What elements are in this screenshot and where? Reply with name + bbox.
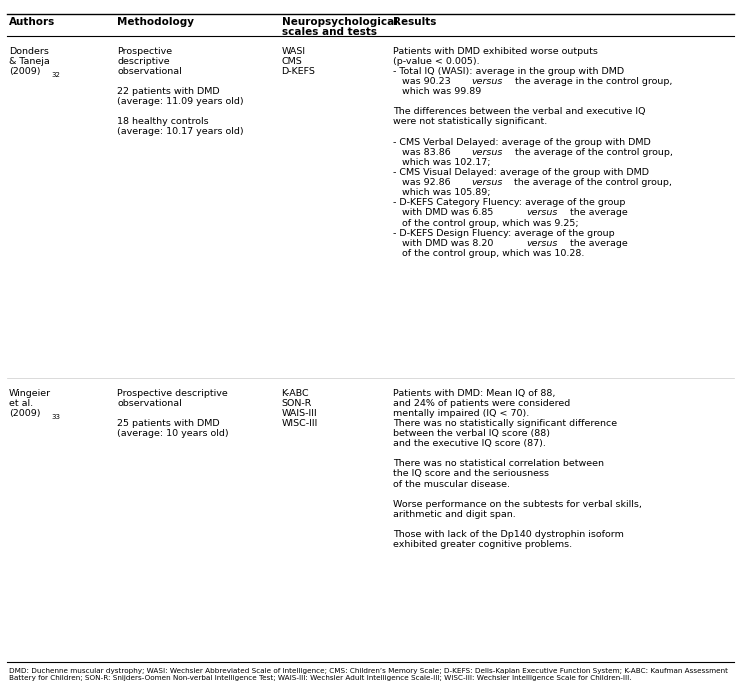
Text: versus: versus xyxy=(471,148,502,157)
Text: (p-value < 0.005).: (p-value < 0.005). xyxy=(393,57,479,66)
Text: et al.: et al. xyxy=(9,399,33,408)
Text: (2009): (2009) xyxy=(9,67,41,76)
Text: the IQ score and the seriousness: the IQ score and the seriousness xyxy=(393,469,549,479)
Text: the average: the average xyxy=(567,209,628,218)
Text: Authors: Authors xyxy=(9,17,55,27)
Text: Methodology: Methodology xyxy=(117,17,194,27)
Text: There was no statistically significant difference: There was no statistically significant d… xyxy=(393,419,617,428)
Text: between the verbal IQ score (88): between the verbal IQ score (88) xyxy=(393,429,550,438)
Text: 33: 33 xyxy=(51,415,60,420)
Text: DMD: Duchenne muscular dystrophy; WASI: Wechsler Abbreviated Scale of Intelligen: DMD: Duchenne muscular dystrophy; WASI: … xyxy=(9,668,728,681)
Text: D-KEFS: D-KEFS xyxy=(282,67,316,76)
Text: WISC-III: WISC-III xyxy=(282,419,318,428)
Text: was 83.86: was 83.86 xyxy=(393,148,453,157)
Text: (average: 11.09 years old): (average: 11.09 years old) xyxy=(117,97,244,106)
Text: The differences between the verbal and executive IQ: The differences between the verbal and e… xyxy=(393,107,645,116)
Text: versus: versus xyxy=(471,178,502,187)
Text: which was 105.89;: which was 105.89; xyxy=(393,188,491,197)
Text: with DMD was 6.85: with DMD was 6.85 xyxy=(393,209,496,218)
Text: and 24% of patients were considered: and 24% of patients were considered xyxy=(393,399,570,408)
Text: exhibited greater cognitive problems.: exhibited greater cognitive problems. xyxy=(393,540,572,549)
Text: were not statistically significant.: were not statistically significant. xyxy=(393,118,547,127)
Text: of the muscular disease.: of the muscular disease. xyxy=(393,479,510,488)
Text: SON-R: SON-R xyxy=(282,399,312,408)
Text: and the executive IQ score (87).: and the executive IQ score (87). xyxy=(393,439,545,448)
Text: (2009): (2009) xyxy=(9,409,41,418)
Text: 18 healthy controls: 18 healthy controls xyxy=(117,118,209,127)
Text: the average of the control group,: the average of the control group, xyxy=(511,178,672,187)
Text: the average of the control group,: the average of the control group, xyxy=(511,148,673,157)
Text: Those with lack of the Dp140 dystrophin isoform: Those with lack of the Dp140 dystrophin … xyxy=(393,530,624,539)
Text: was 90.23: was 90.23 xyxy=(393,77,453,86)
Text: scales and tests: scales and tests xyxy=(282,27,376,37)
Text: 25 patients with DMD: 25 patients with DMD xyxy=(117,419,219,428)
Text: 22 patients with DMD: 22 patients with DMD xyxy=(117,87,219,96)
Text: There was no statistical correlation between: There was no statistical correlation bet… xyxy=(393,460,604,469)
Text: Neuropsychological: Neuropsychological xyxy=(282,17,397,27)
Text: descriptive: descriptive xyxy=(117,57,170,66)
Text: Patients with DMD: Mean IQ of 88,: Patients with DMD: Mean IQ of 88, xyxy=(393,389,555,397)
Text: Results: Results xyxy=(393,17,436,27)
Text: versus: versus xyxy=(526,209,557,218)
Text: WAIS-III: WAIS-III xyxy=(282,409,317,418)
Text: (average: 10.17 years old): (average: 10.17 years old) xyxy=(117,127,244,137)
Text: Donders: Donders xyxy=(9,47,49,55)
Text: Patients with DMD exhibited worse outputs: Patients with DMD exhibited worse output… xyxy=(393,47,597,55)
Text: the average in the control group,: the average in the control group, xyxy=(511,77,672,86)
Text: versus: versus xyxy=(471,77,502,86)
Text: Prospective: Prospective xyxy=(117,47,172,55)
Text: Wingeier: Wingeier xyxy=(9,389,51,397)
Text: which was 102.17;: which was 102.17; xyxy=(393,158,491,167)
Text: arithmetic and digit span.: arithmetic and digit span. xyxy=(393,510,516,519)
Text: & Taneja: & Taneja xyxy=(9,57,50,66)
Text: of the control group, which was 9.25;: of the control group, which was 9.25; xyxy=(393,219,579,228)
Text: which was 99.89: which was 99.89 xyxy=(393,87,481,96)
Text: - Total IQ (WASI): average in the group with DMD: - Total IQ (WASI): average in the group … xyxy=(393,67,624,76)
Text: Worse performance on the subtests for verbal skills,: Worse performance on the subtests for ve… xyxy=(393,500,642,509)
Text: of the control group, which was 10.28.: of the control group, which was 10.28. xyxy=(393,249,584,258)
Text: - CMS Visual Delayed: average of the group with DMD: - CMS Visual Delayed: average of the gro… xyxy=(393,168,648,177)
Text: the average: the average xyxy=(567,239,628,248)
Text: observational: observational xyxy=(117,67,182,76)
Text: CMS: CMS xyxy=(282,57,302,66)
Text: - D-KEFS Design Fluency: average of the group: - D-KEFS Design Fluency: average of the … xyxy=(393,228,614,238)
Text: was 92.86: was 92.86 xyxy=(393,178,453,187)
Text: K-ABC: K-ABC xyxy=(282,389,309,397)
Text: versus: versus xyxy=(526,239,557,248)
Text: mentally impaired (IQ < 70).: mentally impaired (IQ < 70). xyxy=(393,409,529,418)
Text: with DMD was 8.20: with DMD was 8.20 xyxy=(393,239,496,248)
Text: (average: 10 years old): (average: 10 years old) xyxy=(117,429,229,438)
Text: observational: observational xyxy=(117,399,182,408)
Text: 32: 32 xyxy=(51,73,60,78)
Text: - D-KEFS Category Fluency: average of the group: - D-KEFS Category Fluency: average of th… xyxy=(393,198,625,207)
Text: WASI: WASI xyxy=(282,47,306,55)
Text: - CMS Verbal Delayed: average of the group with DMD: - CMS Verbal Delayed: average of the gro… xyxy=(393,137,651,146)
Text: Prospective descriptive: Prospective descriptive xyxy=(117,389,227,397)
